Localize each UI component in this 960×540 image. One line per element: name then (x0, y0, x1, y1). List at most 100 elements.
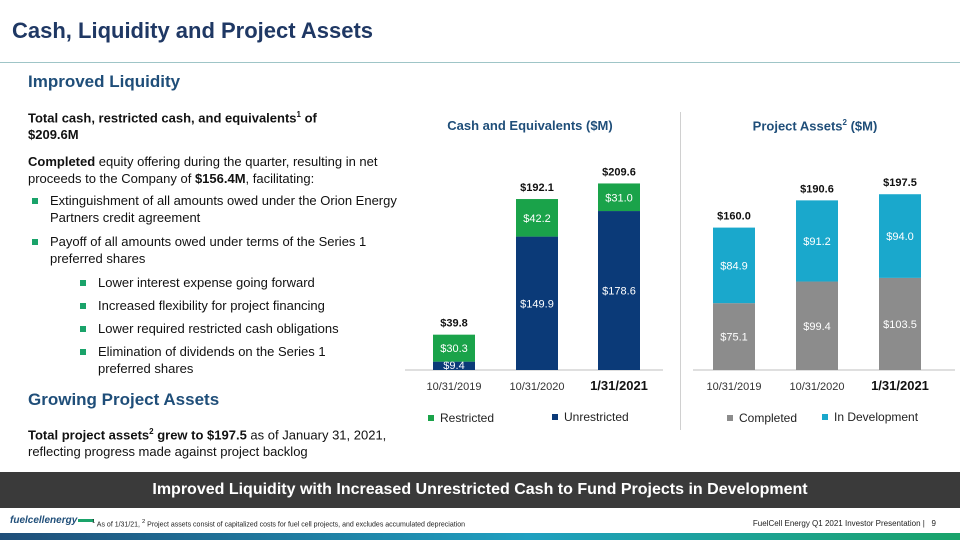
bullet-square-icon (32, 198, 38, 204)
legend-completed: Completed (727, 411, 797, 425)
legend-in-development: In Development (822, 410, 918, 424)
bar-segment (433, 334, 475, 362)
x-tick-label: 10/31/2020 (789, 381, 844, 393)
x-tick-label: 10/31/2019 (426, 381, 481, 393)
data-label: $84.9 (720, 260, 748, 272)
sub-bullet-text: Lower required restricted cash obligatio… (98, 321, 339, 336)
offering-tail: , facilitating: (245, 171, 315, 186)
total-cash-label: Total cash, restricted cash, and equival… (28, 110, 297, 126)
page-number: 9 (931, 519, 936, 528)
data-label: $31.0 (605, 192, 633, 204)
bullet-square-icon (80, 349, 86, 355)
charts-area: $9.4 $30.3 $39.8 10/31/2019 $149.9 $42.2 $192.… (405, 166, 955, 393)
cash-chart-title: Cash and Equivalents ($M) (447, 118, 613, 133)
page-title: Cash, Liquidity and Project Assets (12, 18, 374, 43)
data-label: $9.4 (443, 360, 464, 372)
sub-bullet-item: Lower required restricted cash obligatio… (28, 320, 398, 337)
total-label: $209.6 (602, 166, 636, 178)
x-tick-label: 1/31/2021 (590, 378, 648, 393)
fuelcell-logo: fuelcellenergy (10, 515, 95, 526)
assets-text: Total project assets2 grew to $197.5 as … (28, 423, 388, 460)
bullet-square-icon (80, 303, 86, 309)
data-label: $91.2 (803, 236, 831, 248)
offering-amount: $156.4M (194, 171, 246, 186)
legend-restricted: Restricted (428, 411, 494, 425)
liquidity-heading: Improved Liquidity (28, 72, 181, 91)
footnote-ref-2: 2 (149, 427, 154, 436)
bar-segment (796, 200, 838, 282)
footer-presentation: FuelCell Energy Q1 2021 Investor Present… (753, 519, 936, 528)
legend-unrestricted: Unrestricted (552, 410, 629, 424)
data-label: $103.5 (883, 319, 917, 331)
bullet-text: Payoff of all amounts owed under terms o… (50, 234, 367, 266)
assets-chart-title-text: Project Assets (752, 118, 843, 134)
footnote-ref-2: 2 (842, 118, 847, 127)
legend-swatch (552, 414, 558, 420)
bullet-square-icon (32, 239, 38, 245)
footnote-ref-1: 1 (296, 110, 301, 119)
bar-segment (713, 227, 755, 304)
legend-label: Restricted (440, 411, 495, 425)
footnote-marker: 1 (92, 519, 96, 525)
data-label: $94.0 (886, 231, 914, 243)
bottom-gradient-strip (0, 533, 960, 540)
presentation-name: FuelCell Energy Q1 2021 Investor Present… (752, 519, 925, 528)
assets-body: as of January 31, 2021, reflecting progr… (28, 427, 387, 460)
legend-label: Completed (739, 411, 798, 425)
data-label: $149.9 (520, 298, 554, 310)
bar-segment (598, 211, 640, 370)
legend-swatch (727, 415, 733, 421)
legend-label: Unrestricted (564, 410, 629, 424)
data-label: $178.6 (602, 286, 636, 298)
footnote-marker: 2 (141, 519, 146, 525)
data-label: $99.4 (803, 321, 831, 333)
bullet-square-icon (80, 326, 86, 332)
sub-bullet-item: Increased flexibility for project financ… (28, 297, 398, 314)
title-divider (0, 62, 960, 63)
total-label: $192.1 (520, 182, 554, 194)
legend-swatch (822, 414, 828, 420)
bullet-text: Extinguishment of all amounts owed under… (50, 193, 397, 225)
data-label: $42.2 (523, 213, 551, 225)
sub-bullet-item: Elimination of dividends on the Series 1… (28, 343, 398, 377)
total-cash-value: of $209.6M (28, 110, 317, 143)
bullet-item: Payoff of all amounts owed under terms o… (28, 233, 398, 267)
footnote-text: Project assets consist of capitalized co… (145, 521, 466, 529)
bullet-item: Extinguishment of all amounts owed under… (28, 192, 398, 226)
bar-segment (879, 194, 921, 278)
assets-value: grew to $197.5 (153, 427, 247, 443)
sub-bullet-text: Elimination of dividends on the Series 1… (98, 344, 326, 376)
footnote-text: As of 1/31/21, (95, 521, 142, 529)
logo-text: fuelcellenergy (10, 515, 78, 526)
logo-swoosh-icon (78, 518, 95, 522)
offering-text: Completed equity offering during the qua… (28, 153, 388, 187)
assets-bold: Total project assets (28, 427, 150, 443)
assets-chart-title-unit: ($M) (850, 118, 878, 134)
bar-segment (713, 303, 755, 370)
bullet-list: Extinguishment of all amounts owed under… (28, 192, 398, 383)
data-label: $75.1 (720, 332, 748, 344)
bar-segment (598, 183, 640, 212)
total-label: $160.0 (717, 211, 751, 223)
total-label: $39.8 (440, 318, 468, 330)
offering-body: equity offering during the quarter, resu… (28, 154, 378, 186)
bar-segment (879, 277, 921, 370)
data-label: $30.3 (440, 343, 468, 355)
x-tick-label: 10/31/2020 (509, 381, 564, 393)
offering-bold: Completed (28, 154, 96, 169)
sub-bullet-item: Lower interest expense going forward (28, 274, 398, 291)
bar-segment (796, 281, 838, 370)
total-cash-text: Total cash, restricted cash, and equival… (28, 106, 358, 143)
sub-bullet-text: Lower interest expense going forward (98, 275, 315, 290)
total-label: $197.5 (883, 177, 917, 189)
x-tick-label: 1/31/2021 (871, 378, 929, 393)
summary-banner: Improved Liquidity with Increased Unrest… (0, 472, 960, 508)
bar-segment (516, 199, 558, 237)
footnote: 1 As of 1/31/21, 2 Project assets consis… (92, 519, 465, 528)
bullet-square-icon (80, 280, 86, 286)
sub-bullet-text: Increased flexibility for project financ… (98, 298, 325, 313)
legend-label: In Development (834, 410, 919, 424)
chart-divider (680, 112, 681, 430)
x-tick-label: 10/31/2019 (706, 381, 761, 393)
legend-swatch (428, 415, 434, 421)
